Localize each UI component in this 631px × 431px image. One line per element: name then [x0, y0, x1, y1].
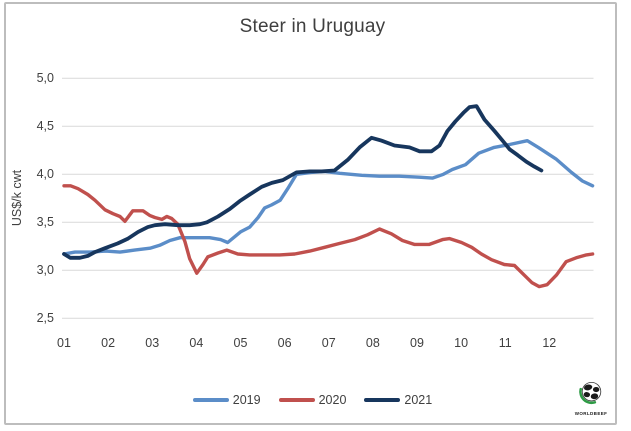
y-tick-label: 3,5: [36, 215, 54, 230]
legend-item-2019: 2019: [192, 393, 261, 407]
x-tick-label: 03: [145, 336, 160, 350]
y-tick-label: 4,5: [36, 119, 54, 134]
chart-frame: [4, 2, 617, 425]
logo-text: WORLDBEEF: [574, 411, 608, 416]
legend-label-2020: 2020: [318, 393, 347, 407]
legend-swatch-2021: [364, 398, 401, 402]
legend-item-2021: 2021: [364, 393, 432, 407]
legend-swatch-2019: [192, 398, 229, 402]
x-tick-label: 07: [321, 336, 336, 350]
x-tick-label: 12: [542, 336, 557, 350]
legend: 2019 2020 2021: [0, 393, 625, 407]
x-tick-label: 06: [277, 336, 292, 350]
x-tick-label: 10: [454, 336, 469, 350]
y-tick-label: 4,0: [36, 167, 54, 182]
legend-swatch-2020: [278, 398, 315, 402]
legend-item-2020: 2020: [278, 393, 347, 407]
globe-icon: [578, 381, 601, 405]
x-tick-label: 11: [498, 336, 512, 350]
x-tick-label: 01: [57, 336, 71, 350]
series-line-2021: [62, 104, 544, 260]
y-tick-label: 3,0: [36, 263, 54, 278]
legend-label-2021: 2021: [404, 393, 433, 407]
x-tick-label: 04: [189, 336, 204, 350]
x-tick-label: 09: [410, 336, 424, 350]
x-tick-label: 05: [233, 336, 248, 350]
series-line-2020: [62, 184, 595, 289]
series-line-2019: [62, 139, 595, 256]
legend-label-2019: 2019: [232, 393, 261, 407]
chart-title: Steer in Uruguay: [239, 16, 386, 37]
y-tick-label: 5,0: [36, 71, 54, 86]
x-tick-label: 08: [365, 336, 380, 350]
y-tick-label: 2,5: [36, 311, 54, 326]
worldbeef-logo: WORLDBEEF: [570, 379, 612, 416]
x-tick-label: 02: [101, 336, 116, 350]
